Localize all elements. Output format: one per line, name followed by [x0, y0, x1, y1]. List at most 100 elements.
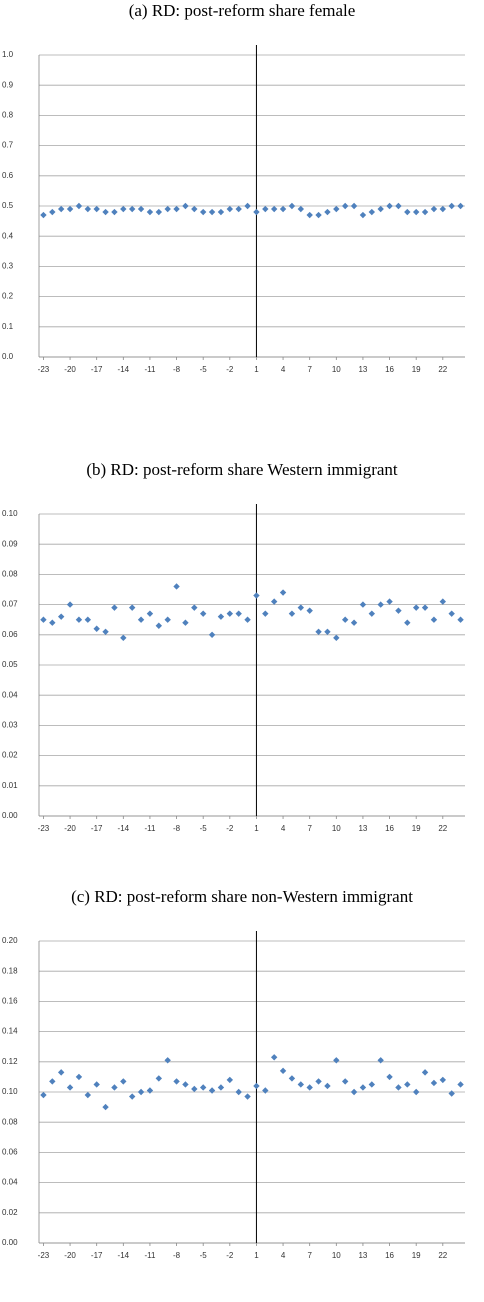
marker [226, 1076, 234, 1084]
marker [66, 601, 74, 608]
marker [439, 1076, 447, 1084]
x-tick-label: -20 [64, 365, 76, 374]
x-tick-label: -17 [91, 1251, 103, 1260]
y-tick-label: 0.02 [2, 751, 18, 760]
marker [226, 205, 234, 213]
x-tick-label: 1 [254, 1251, 259, 1260]
marker [430, 616, 438, 623]
marker [386, 1073, 393, 1081]
marker [49, 619, 56, 626]
marker [75, 616, 83, 623]
marker [341, 1078, 349, 1085]
x-tick-label: -2 [226, 824, 234, 833]
x-tick-label: -8 [173, 365, 181, 374]
y-tick-label: 0.10 [2, 509, 18, 518]
marker [253, 208, 260, 216]
panel: (a) RD: post-reform share female 0.0 0.1 0.… [2, 1, 465, 374]
marker [350, 202, 358, 210]
marker [324, 208, 331, 216]
y-tick-label: 0.16 [2, 997, 18, 1006]
x-tick-label: -17 [91, 365, 103, 374]
x-tick-label: -20 [64, 824, 76, 833]
x-tick-label: -14 [118, 1251, 130, 1260]
marker [377, 601, 384, 608]
panel: (b) RD: post-reform share Western immigr… [2, 460, 465, 833]
marker [333, 1057, 340, 1064]
x-tick-label: -14 [118, 824, 130, 833]
x-tick-label: -23 [38, 1251, 50, 1260]
marker [412, 604, 420, 611]
x-tick-label: 4 [281, 1251, 286, 1260]
y-tick-label: 0.06 [2, 630, 18, 639]
marker [49, 1078, 56, 1085]
marker [333, 634, 340, 642]
marker [279, 205, 287, 213]
marker [439, 598, 447, 605]
marker [217, 1084, 225, 1091]
y-tick-label: 0.04 [2, 690, 18, 699]
marker [137, 1088, 145, 1096]
marker [244, 202, 251, 210]
marker [262, 205, 269, 213]
marker [262, 610, 269, 617]
marker [448, 202, 455, 210]
x-tick-label: -23 [38, 365, 50, 374]
x-tick-label: -2 [226, 1251, 234, 1260]
marker [66, 1084, 74, 1091]
x-tick-label: -5 [200, 1251, 208, 1260]
marker [102, 628, 109, 635]
marker [404, 208, 411, 216]
y-tick-label: 0.8 [2, 111, 14, 120]
marker [75, 1073, 83, 1081]
marker [120, 634, 127, 642]
y-tick-label: 0.04 [2, 1178, 18, 1187]
marker [137, 616, 145, 623]
x-tick-label: 13 [358, 365, 367, 374]
marker [146, 208, 154, 216]
marker [421, 604, 429, 611]
marker [93, 625, 100, 632]
marker [412, 208, 420, 216]
marker [208, 208, 216, 216]
marker [306, 211, 313, 219]
x-tick-label: 4 [281, 824, 286, 833]
x-tick-label: -8 [173, 1251, 181, 1260]
marker [270, 1054, 278, 1061]
y-tick-label: 0.10 [2, 1087, 18, 1096]
marker [217, 613, 225, 620]
marker [368, 1081, 376, 1088]
marker [457, 202, 464, 210]
marker [297, 205, 305, 213]
marker [315, 628, 322, 635]
y-tick-label: 0.14 [2, 1027, 18, 1036]
marker [288, 610, 296, 617]
marker [75, 202, 83, 210]
marker [155, 622, 163, 629]
marker [235, 610, 242, 617]
marker [128, 1093, 136, 1100]
marker [350, 619, 358, 626]
marker [173, 1078, 180, 1085]
marker [102, 208, 109, 216]
x-tick-label: 19 [412, 824, 421, 833]
x-tick-label: -20 [64, 1251, 76, 1260]
marker [270, 205, 278, 213]
marker [164, 1057, 171, 1064]
marker [297, 604, 305, 611]
y-tick-label: 0.05 [2, 660, 18, 669]
marker [120, 205, 127, 213]
x-tick-label: 22 [438, 365, 447, 374]
marker [377, 205, 384, 213]
marker [359, 1084, 367, 1091]
marker [217, 208, 225, 216]
marker [262, 1087, 269, 1094]
x-tick-label: 19 [412, 1251, 421, 1260]
marker [235, 205, 242, 213]
marker [404, 1081, 411, 1088]
marker [253, 592, 260, 599]
marker [93, 1081, 100, 1088]
marker [430, 1079, 438, 1087]
x-tick-label: 1 [254, 365, 259, 374]
marker [40, 616, 47, 623]
